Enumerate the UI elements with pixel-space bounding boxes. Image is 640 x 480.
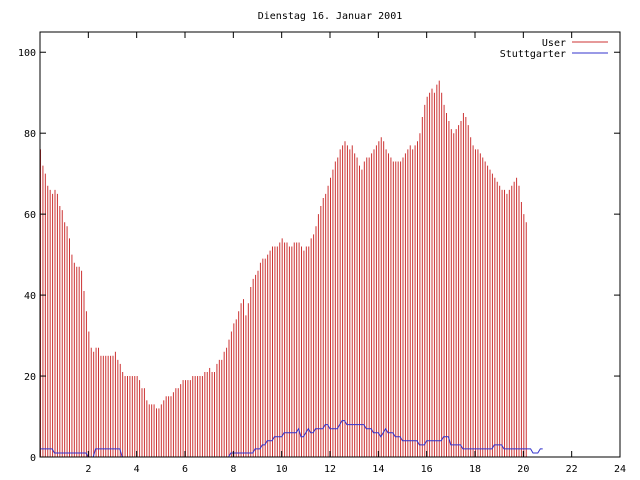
x-tick-label: 20 xyxy=(517,464,529,475)
x-tick-label: 4 xyxy=(134,464,140,475)
y-tick-label: 0 xyxy=(30,453,36,464)
y-tick-label: 40 xyxy=(24,291,36,302)
y-tick-label: 80 xyxy=(24,129,36,140)
x-tick-label: 24 xyxy=(614,464,626,475)
x-tick-label: 8 xyxy=(230,464,236,475)
legend-user-label: User xyxy=(542,38,566,49)
y-tick-label: 60 xyxy=(24,210,36,221)
x-tick-label: 12 xyxy=(324,464,336,475)
chart-title: Dienstag 16. Januar 2001 xyxy=(258,11,403,22)
x-tick-label: 2 xyxy=(85,464,91,475)
x-tick-label: 16 xyxy=(421,464,433,475)
legend: User Stuttgarter xyxy=(500,38,608,60)
user-bars xyxy=(40,80,527,457)
y-tick-label: 100 xyxy=(18,48,36,59)
x-tick-label: 22 xyxy=(566,464,578,475)
legend-stuttgarter-label: Stuttgarter xyxy=(500,49,566,60)
y-tick-label: 20 xyxy=(24,372,36,383)
x-tick-label: 14 xyxy=(372,464,384,475)
x-tick-label: 10 xyxy=(276,464,288,475)
x-tick-label: 18 xyxy=(469,464,481,475)
x-tick-label: 6 xyxy=(182,464,188,475)
